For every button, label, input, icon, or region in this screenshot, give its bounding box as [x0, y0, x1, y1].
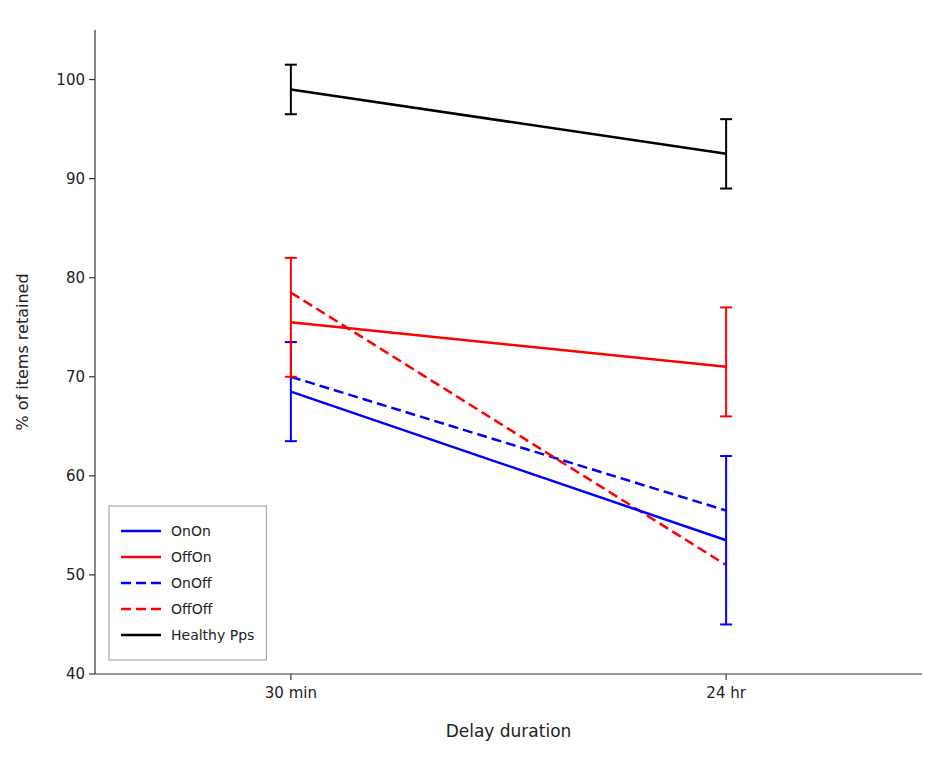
legend-swatch	[121, 582, 161, 585]
error-bar-stem	[725, 119, 727, 188]
series	[285, 65, 732, 189]
error-bar	[720, 456, 732, 624]
legend-swatch	[121, 556, 161, 559]
y-tick-label: 60	[66, 467, 85, 485]
x-axis-line	[95, 673, 922, 674]
series-line	[291, 392, 726, 541]
error-bar	[720, 307, 732, 416]
x-tick-label: 30 min	[265, 684, 317, 702]
error-bar-cap	[720, 306, 732, 308]
y-tick	[89, 673, 95, 674]
legend-label: Healthy Pps	[171, 627, 254, 643]
legend-label: OffOff	[171, 601, 213, 617]
legend-swatch	[121, 530, 161, 533]
x-axis-label: Delay duration	[446, 721, 572, 741]
error-bar-cap	[720, 415, 732, 417]
error-bar	[285, 65, 297, 115]
series-line	[291, 293, 726, 565]
error-bar-cap	[720, 623, 732, 625]
legend-swatch	[121, 608, 161, 611]
legend-label: OffOn	[171, 549, 212, 565]
chart-svg: 40 50 60 70 80 90 100 30 min 24 hr Delay duration…	[0, 0, 952, 759]
y-tick-label: 80	[66, 269, 85, 287]
legend-label: OnOff	[171, 575, 212, 591]
y-tick	[89, 79, 95, 80]
x-tick-label: 24 hr	[706, 684, 746, 702]
series	[291, 293, 726, 565]
error-bar-cap	[720, 455, 732, 457]
chart-container: 40 50 60 70 80 90 100 30 min 24 hr Delay duration…	[0, 0, 952, 759]
y-tick	[89, 475, 95, 476]
error-bar-cap	[285, 440, 297, 442]
y-axis-line	[94, 30, 95, 674]
x-tick	[290, 674, 291, 680]
error-bar-stem	[290, 258, 292, 377]
y-tick	[89, 277, 95, 278]
legend-label: OnOn	[171, 523, 211, 539]
series-line	[291, 377, 726, 511]
error-bar-stem	[725, 307, 727, 416]
error-bar-cap	[720, 188, 732, 190]
x-tick	[726, 674, 727, 680]
y-tick-label: 70	[66, 368, 85, 386]
y-tick-label: 50	[66, 566, 85, 584]
error-bar-cap	[285, 64, 297, 66]
error-bar-stem	[290, 65, 292, 115]
y-tick	[89, 178, 95, 179]
y-tick-label: 100	[56, 71, 85, 89]
y-tick-label: 90	[66, 170, 85, 188]
y-tick-label: 40	[66, 665, 85, 683]
series-line	[291, 322, 726, 367]
plot-area	[285, 65, 732, 625]
legend-box	[109, 506, 266, 660]
error-bar-cap	[720, 118, 732, 120]
y-axis-label: % of items retained	[13, 273, 32, 430]
series-line	[291, 89, 726, 153]
legend: OnOn OffOn OnOff OffOff Healthy Pps	[109, 506, 266, 660]
page: {"chart_data": { "type": "line", "xlabel…	[0, 0, 952, 759]
error-bar	[285, 258, 297, 377]
series	[291, 377, 726, 511]
error-bar-cap	[285, 257, 297, 259]
legend-swatch	[121, 634, 161, 637]
error-bar-stem	[725, 456, 727, 624]
error-bar-cap	[285, 376, 297, 378]
y-tick	[89, 574, 95, 575]
error-bar-cap	[285, 113, 297, 115]
y-tick	[89, 376, 95, 377]
series	[285, 258, 732, 417]
series	[285, 342, 732, 624]
axes: 40 50 60 70 80 90 100 30 min 24 hr	[56, 30, 922, 702]
background	[0, 0, 952, 759]
error-bar	[720, 119, 732, 188]
